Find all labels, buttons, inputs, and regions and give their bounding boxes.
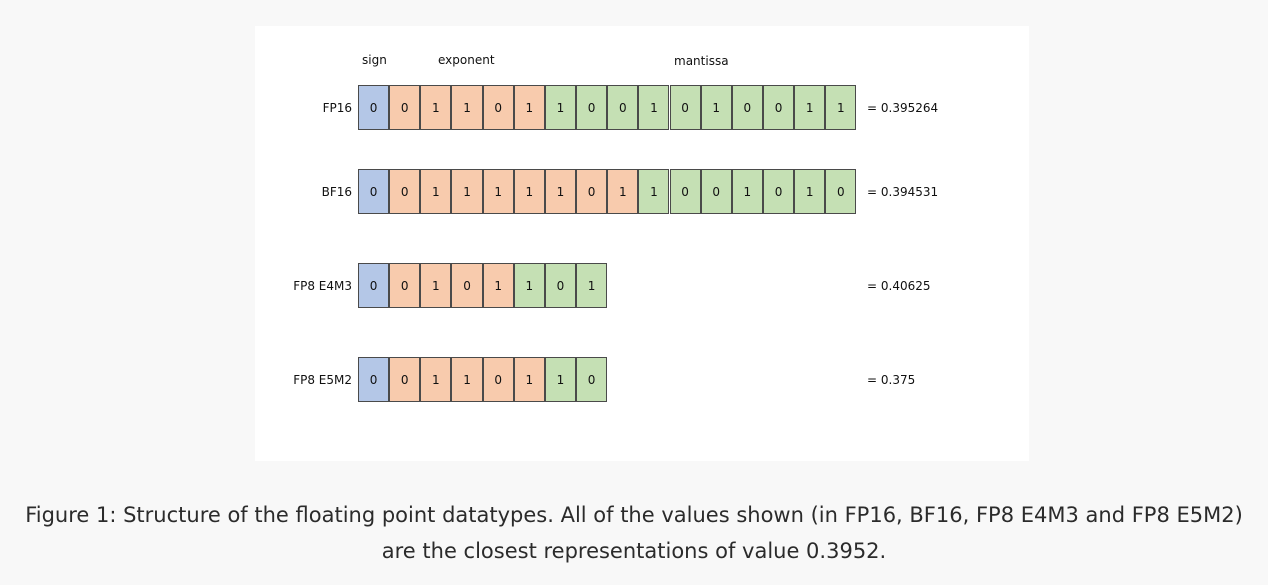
value-fp16: = 0.395264 <box>867 101 939 115</box>
mantissa-bit: 1 <box>638 85 670 130</box>
figure-caption: Figure 1: Structure of the floating poin… <box>25 503 1243 563</box>
exponent-bit: 0 <box>389 169 421 214</box>
mantissa-bit: 0 <box>544 263 577 308</box>
mantissa-bit: 1 <box>700 85 732 130</box>
mantissa-bit: 0 <box>825 169 857 214</box>
mantissa-bit: 1 <box>731 169 763 214</box>
row-label-bf16: BF16 <box>321 185 352 199</box>
sign-bit: 0 <box>358 263 390 308</box>
mantissa-bit: 1 <box>825 85 857 130</box>
mantissa-bit: 0 <box>762 169 795 214</box>
value-bf16: = 0.394531 <box>867 185 939 199</box>
mantissa-bit: 0 <box>669 169 701 214</box>
mantissa-bit: 0 <box>576 357 608 402</box>
exponent-bit: 1 <box>482 169 514 214</box>
exponent-header: exponent <box>438 53 495 67</box>
exponent-bit: 1 <box>451 357 483 402</box>
sign-bit: 0 <box>358 169 390 214</box>
exponent-bit: 1 <box>513 357 545 402</box>
exponent-bit: 1 <box>451 85 483 130</box>
exponent-bit: 1 <box>420 357 452 402</box>
mantissa-bit: 0 <box>762 85 795 130</box>
mantissa-bit: 1 <box>638 169 670 214</box>
exponent-bit: 1 <box>482 263 514 308</box>
mantissa-bit: 1 <box>544 85 577 130</box>
row-label-fp16: FP16 <box>322 101 352 115</box>
exponent-bit: 1 <box>420 263 452 308</box>
mantissa-bit: 0 <box>731 85 763 130</box>
mantissa-bit: 0 <box>669 85 701 130</box>
mantissa-header: mantissa <box>674 54 729 68</box>
row-label-fp8-e4m3: FP8 E4M3 <box>293 279 352 293</box>
sign-bit: 0 <box>358 357 390 402</box>
mantissa-bit: 0 <box>700 169 732 214</box>
exponent-bit: 0 <box>389 263 421 308</box>
mantissa-bit: 1 <box>794 169 826 214</box>
exponent-bit: 1 <box>544 169 577 214</box>
exponent-bit: 1 <box>420 85 452 130</box>
exponent-bit: 1 <box>420 169 452 214</box>
mantissa-bit: 1 <box>576 263 608 308</box>
value-fp8-e4m3: = 0.40625 <box>867 279 931 293</box>
mantissa-bit: 0 <box>576 85 608 130</box>
row-label-fp8-e5m2: FP8 E5M2 <box>293 373 352 387</box>
mantissa-bit: 1 <box>794 85 826 130</box>
exponent-bit: 0 <box>482 85 514 130</box>
exponent-bit: 0 <box>576 169 608 214</box>
mantissa-bit: 1 <box>544 357 577 402</box>
sign-bit: 0 <box>358 85 390 130</box>
sign-header: sign <box>362 53 387 67</box>
exponent-bit: 0 <box>389 357 421 402</box>
exponent-bit: 1 <box>513 169 545 214</box>
exponent-bit: 0 <box>451 263 483 308</box>
mantissa-bit: 0 <box>607 85 639 130</box>
exponent-bit: 1 <box>607 169 639 214</box>
exponent-bit: 0 <box>482 357 514 402</box>
exponent-bit: 0 <box>389 85 421 130</box>
mantissa-bit: 1 <box>513 263 545 308</box>
exponent-bit: 1 <box>451 169 483 214</box>
exponent-bit: 1 <box>513 85 545 130</box>
value-fp8-e5m2: = 0.375 <box>867 373 916 387</box>
